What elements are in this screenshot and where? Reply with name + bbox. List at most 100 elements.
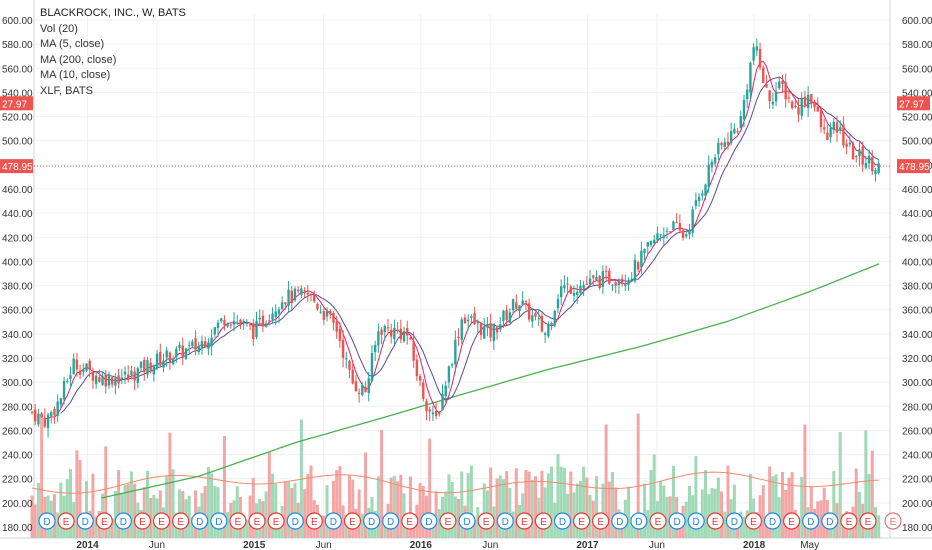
candle-body — [726, 141, 730, 146]
volume-bar — [761, 485, 765, 538]
dividend-marker[interactable] — [496, 512, 514, 530]
candle-body — [306, 292, 310, 295]
y-tick-left: 460.00 — [2, 185, 33, 196]
earnings-marker[interactable] — [57, 512, 75, 530]
earnings-marker[interactable] — [592, 512, 610, 530]
dividend-marker[interactable] — [38, 512, 56, 530]
candle-body — [685, 234, 688, 237]
volume-bar — [56, 512, 60, 538]
volume-bar — [251, 477, 255, 538]
earnings-marker[interactable] — [477, 512, 495, 530]
earnings-marker[interactable] — [515, 512, 533, 530]
volume-bar — [399, 474, 403, 538]
y-tick-left: 500.00 — [2, 137, 33, 148]
dividend-marker[interactable] — [630, 512, 648, 530]
candle-body — [274, 311, 277, 318]
candle-body — [816, 106, 819, 112]
dividend-marker[interactable] — [458, 512, 476, 530]
earnings-marker[interactable] — [248, 512, 266, 530]
legend-volume[interactable]: Vol (20) — [40, 22, 78, 35]
legend-ma10[interactable]: MA (10, close) — [40, 69, 111, 81]
candle-body — [749, 62, 752, 93]
earnings-marker[interactable] — [840, 512, 858, 530]
volume-bar — [206, 467, 210, 538]
dividend-marker[interactable] — [114, 512, 132, 530]
dividend-marker[interactable] — [286, 512, 304, 530]
legend-ma5[interactable]: MA (5, close) — [40, 38, 105, 50]
dividend-marker[interactable] — [821, 512, 839, 530]
earnings-marker[interactable] — [534, 512, 553, 530]
dividend-marker[interactable] — [611, 512, 629, 530]
last-price-tag-left-bg — [0, 159, 33, 174]
dividend-marker[interactable] — [382, 512, 400, 530]
x-tick-label: Jun — [316, 540, 332, 550]
dividend-marker[interactable] — [324, 512, 342, 530]
candle-body — [755, 46, 759, 51]
volume-bar — [556, 453, 560, 538]
candle-body — [864, 162, 868, 168]
dividend-marker[interactable] — [687, 512, 705, 530]
dividend-marker[interactable] — [668, 512, 686, 530]
candle-body — [476, 321, 479, 324]
volume-bar — [129, 471, 133, 538]
earnings-marker[interactable] — [229, 512, 247, 530]
legend-title[interactable]: BLACKROCK, INC., W, BATS — [40, 7, 186, 19]
volume-bar — [235, 486, 239, 538]
earnings-marker[interactable] — [706, 512, 724, 530]
earnings-marker[interactable] — [267, 512, 285, 530]
earnings-marker[interactable] — [133, 512, 152, 530]
y-tick-left: 400.00 — [2, 257, 33, 268]
volume-bar — [524, 469, 528, 538]
candle-body — [370, 353, 374, 382]
legend-ma200[interactable]: MA (200, close) — [40, 53, 117, 66]
volume-bar — [694, 456, 698, 538]
candle-body — [91, 372, 95, 381]
volume-bar — [716, 477, 720, 538]
earnings-marker[interactable] — [172, 512, 190, 530]
candle-body — [284, 302, 287, 305]
earnings-marker[interactable] — [649, 512, 667, 530]
legend-compare[interactable]: XLF, BATS — [40, 84, 93, 97]
volume-bar — [700, 489, 704, 538]
earnings-marker[interactable] — [305, 512, 323, 530]
dividend-marker[interactable] — [725, 512, 743, 530]
candle-body — [675, 222, 678, 224]
earnings-marker-future[interactable] — [884, 512, 902, 530]
dividend-marker[interactable] — [76, 512, 94, 530]
candle-body — [146, 360, 149, 375]
volume-bar — [187, 495, 191, 538]
earnings-marker[interactable] — [744, 512, 763, 530]
candle-body — [293, 288, 297, 301]
candle-body — [290, 290, 293, 304]
candle-body — [88, 360, 91, 370]
event-marker-label: D — [330, 517, 337, 528]
dividend-marker[interactable] — [420, 512, 438, 530]
candle-body — [223, 320, 226, 326]
volume-bar — [797, 517, 801, 538]
earnings-marker[interactable] — [859, 512, 877, 530]
volume-bar — [479, 519, 483, 538]
earnings-marker[interactable] — [573, 512, 591, 530]
earnings-marker[interactable] — [439, 512, 457, 530]
dividend-marker[interactable] — [210, 512, 228, 530]
dividend-marker[interactable] — [802, 512, 820, 530]
earnings-marker[interactable] — [95, 512, 113, 530]
candle-body — [239, 319, 242, 325]
earnings-marker[interactable] — [401, 512, 419, 530]
dividend-marker[interactable] — [763, 512, 782, 530]
earnings-marker[interactable] — [343, 512, 362, 530]
event-marker-label: E — [177, 517, 184, 528]
earnings-marker[interactable] — [152, 512, 171, 530]
dividend-marker[interactable] — [362, 512, 381, 530]
candle-body — [492, 323, 496, 342]
x-tick-label: Jun — [649, 540, 665, 550]
candle-body — [845, 143, 848, 147]
dividend-marker[interactable] — [553, 512, 572, 530]
event-marker-label: D — [82, 517, 89, 528]
volume-bar — [145, 470, 149, 538]
dividend-marker[interactable] — [191, 512, 209, 530]
y-tick-right: 300.00 — [902, 378, 932, 389]
volume-bar — [832, 471, 836, 538]
earnings-marker[interactable] — [783, 512, 801, 530]
